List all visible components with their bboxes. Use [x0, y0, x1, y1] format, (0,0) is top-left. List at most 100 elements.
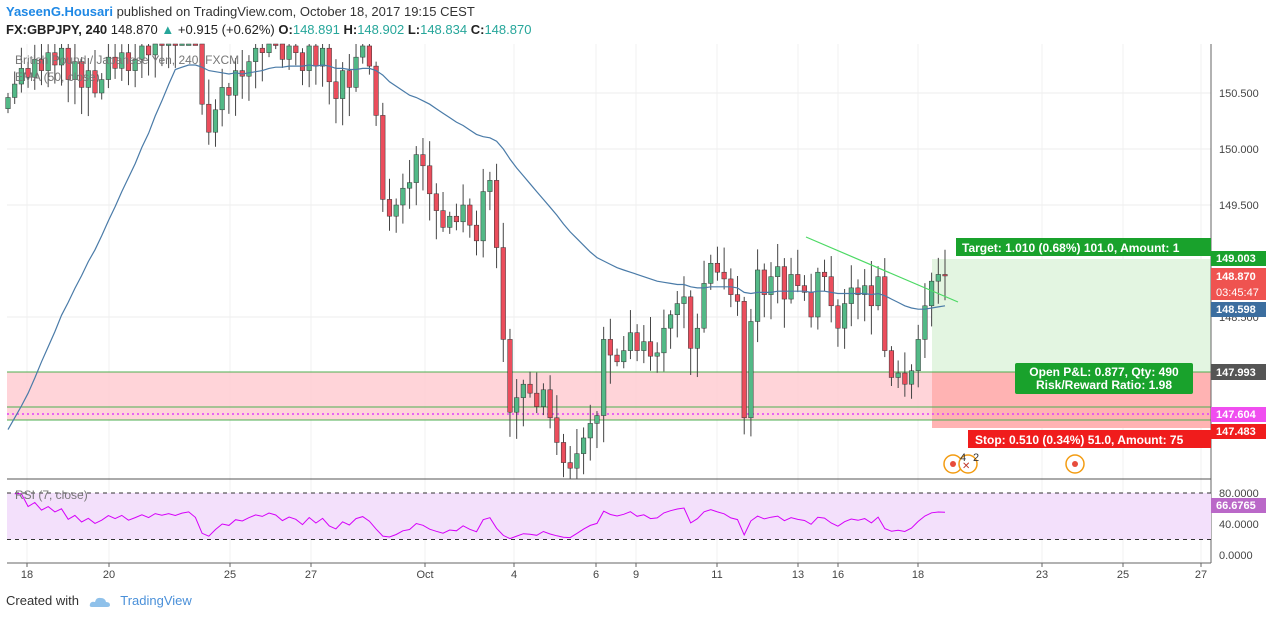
footer: Created with TradingView [6, 593, 192, 608]
candle-body [253, 47, 259, 62]
candle-body [279, 43, 285, 60]
candle-body [473, 224, 480, 242]
candle-body [547, 389, 553, 419]
candle-body [902, 372, 908, 385]
candle-body [172, 43, 178, 46]
candle-body [99, 79, 105, 94]
candle-body [621, 350, 627, 363]
ema-legend: EMA (50, close) [15, 70, 100, 84]
candle-body [768, 276, 774, 295]
candle-body [233, 70, 239, 96]
candle-body [848, 287, 854, 304]
target-price-tag [1211, 251, 1266, 266]
price-tick-label: 150.500 [1219, 88, 1259, 100]
pnl-label: Open P&L: 0.877, Qty: 490 [1029, 365, 1179, 379]
candle-body [607, 339, 613, 356]
candle-body [922, 305, 928, 340]
candle-body [58, 47, 65, 66]
candle-body [306, 45, 312, 71]
candle-body [862, 285, 868, 295]
candle-body [587, 423, 593, 439]
candle-body [125, 52, 132, 71]
candle-body [360, 45, 366, 58]
candle-body [433, 193, 439, 211]
candle-body [674, 303, 680, 316]
candle-body [366, 45, 372, 67]
candle-body [166, 43, 172, 46]
close-value: 148.870 [484, 22, 532, 37]
candle-body [293, 45, 299, 53]
pnl-label-box [1015, 363, 1193, 394]
time-tick-label: 11 [711, 569, 722, 581]
candle-body [25, 68, 31, 78]
candle-body [72, 61, 78, 80]
candle-body [855, 287, 861, 295]
time-tick-label: 16 [832, 569, 844, 581]
last-price: 148.870 [110, 22, 158, 37]
candle-body [761, 269, 767, 295]
time-tick-label: 20 [103, 569, 115, 581]
candle-body [868, 285, 874, 307]
candle-body [567, 462, 573, 469]
time-tick-label: 6 [593, 569, 599, 581]
author-link[interactable]: YaseenG.Housari [6, 4, 113, 19]
entry-price-tag [1211, 364, 1266, 380]
candle-body [708, 262, 714, 284]
candle-body [132, 59, 138, 71]
candle-body [85, 70, 91, 88]
candle-body [527, 383, 533, 394]
candle-body [821, 271, 828, 277]
candle-body [119, 52, 125, 69]
price-tick-label: 150.000 [1219, 144, 1259, 156]
candle-body [788, 274, 794, 300]
candle-body [179, 43, 185, 46]
candle-body [668, 314, 674, 329]
candle-body [701, 283, 707, 329]
chart-title: British Pound / Japanese Yen, 240, FXCM [15, 53, 239, 67]
candle-body [273, 43, 279, 46]
candle-body [895, 372, 901, 378]
close-label: C: [470, 22, 485, 37]
candle-body [801, 285, 808, 293]
candle-body [5, 97, 11, 109]
time-tick-label: 27 [305, 569, 317, 581]
event-marker-3-dot [1072, 461, 1078, 467]
rsi-tick-label: 80.0000 [1219, 488, 1259, 500]
candle-body [286, 45, 292, 60]
rsi-value-tag [1211, 498, 1266, 513]
candle-body [206, 103, 212, 133]
candle-body [882, 276, 888, 351]
candle-body [413, 154, 419, 183]
time-tick-label: 18 [21, 569, 33, 581]
ema-line [7, 64, 946, 430]
candle-body [380, 115, 386, 200]
symbol-info: FX:GBPJPY, 240 148.870 ▲ +0.915 (+0.62%)… [6, 22, 531, 37]
candle-body [507, 339, 513, 413]
tradingview-link[interactable]: TradingView [120, 593, 192, 608]
candle-body [12, 83, 18, 98]
stop-price-tag-text: 147.483 [1216, 426, 1256, 438]
candle-body [52, 52, 58, 66]
candle-body [105, 56, 111, 80]
candle-body [534, 392, 540, 407]
event-marker-2[interactable] [958, 454, 978, 474]
price-tick-label: 149.500 [1219, 200, 1259, 212]
stop-label-box [968, 430, 1211, 448]
candle-body [32, 59, 38, 78]
candle-body [45, 52, 51, 71]
trendline[interactable] [805, 236, 959, 303]
time-tick-label: 18 [912, 569, 924, 581]
candle-body [299, 52, 306, 71]
rsi-tick-label: 0.0000 [1219, 550, 1253, 562]
candle-body [828, 276, 834, 307]
candle-body [574, 453, 580, 469]
candle-body [353, 56, 359, 88]
candle-body [266, 43, 272, 53]
target-label-box [956, 238, 1211, 256]
ema-price-tag [1211, 302, 1266, 317]
time-tick-label: 23 [1036, 569, 1048, 581]
event-count: 4 [960, 452, 966, 464]
candle-body [139, 45, 145, 60]
candle-body [400, 187, 406, 206]
